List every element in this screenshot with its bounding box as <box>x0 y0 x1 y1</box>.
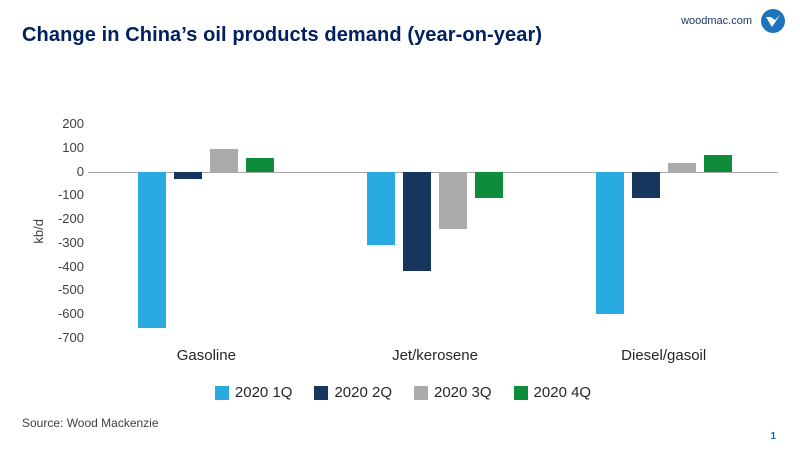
chart-axis-row: kb/d 200 100 0 -100 -200 -300 -400 -500 -600 -700 <box>28 116 778 345</box>
y-tick-label: -600 <box>57 306 84 322</box>
verisk-circle-logo-icon <box>760 8 786 34</box>
legend-item-2020-2q: 2020 2Q <box>314 384 392 401</box>
y-tick-label: 0 <box>76 163 84 179</box>
legend-swatch-2020-1q <box>214 385 229 400</box>
legend-swatch-2020-4q <box>513 385 528 400</box>
y-tick-label: 200 <box>62 116 84 131</box>
website-link[interactable]: woodmac.com <box>681 15 752 27</box>
y-tick-label: -500 <box>57 282 84 298</box>
legend-swatch-2020-2q <box>314 385 329 400</box>
bar-jet-kerosene-2020-4q <box>475 171 503 198</box>
x-category-label-jet-kerosene: Jet/kerosene <box>392 347 478 364</box>
bar-chart: kb/d 200 100 0 -100 -200 -300 -400 -500 -600 -700… <box>28 116 778 401</box>
bar-diesel-gasoil-2020-3q <box>667 163 696 172</box>
y-axis-label-column: kb/d <box>28 124 48 338</box>
bar-jet-kerosene-2020-1q <box>367 171 395 246</box>
x-category-label-gasoline: Gasoline <box>176 347 236 364</box>
legend-item-2020-3q: 2020 3Q <box>414 384 492 401</box>
y-axis-ticks: 200 100 0 -100 -200 -300 -400 -500 -600 -700 <box>48 116 92 345</box>
legend-label: 2020 2Q <box>334 384 392 401</box>
bar-gasoline-2020-4q <box>246 158 275 172</box>
legend-label: 2020 4Q <box>533 384 592 401</box>
zero-axis-line <box>88 171 778 173</box>
bar-diesel-gasoil-2020-4q <box>703 154 732 172</box>
legend-item-2020-1q: 2020 1Q <box>214 384 293 401</box>
x-category-label-diesel-gasoil: Diesel/gasoil <box>621 347 707 364</box>
legend-swatch-2020-3q <box>414 385 428 400</box>
y-tick-label: -100 <box>57 187 84 203</box>
page-title: Change in China’s oil products demand (y… <box>22 24 543 46</box>
x-axis-categories: Gasoline Jet/kerosene Diesel/gasoil <box>92 347 778 364</box>
y-tick-label: -300 <box>57 234 84 250</box>
y-tick-label: -700 <box>57 330 84 345</box>
bar-gasoline-2020-2q <box>174 171 203 179</box>
bar-gasoline-2020-1q <box>138 171 167 329</box>
y-tick-label: -400 <box>57 258 84 274</box>
plot-area <box>88 124 778 338</box>
bar-diesel-gasoil-2020-1q <box>595 171 624 315</box>
y-tick-label: -200 <box>57 211 84 227</box>
legend-label: 2020 3Q <box>434 384 492 401</box>
bar-jet-kerosene-2020-2q <box>403 171 431 272</box>
bar-jet-kerosene-2020-3q <box>439 171 467 229</box>
brand-area: woodmac.com <box>681 8 786 34</box>
source-text: Source: Wood Mackenzie <box>22 416 159 430</box>
legend-item-2020-4q: 2020 4Q <box>513 384 592 401</box>
y-tick-label: 100 <box>62 139 84 155</box>
legend-label: 2020 1Q <box>234 384 293 401</box>
chart-legend: 2020 1Q 2020 2Q 2020 3Q 2020 4Q <box>28 384 778 401</box>
y-axis-label: kb/d <box>30 218 46 244</box>
bar-gasoline-2020-3q <box>210 148 239 172</box>
page-number: 1 <box>770 431 776 442</box>
bar-diesel-gasoil-2020-2q <box>631 171 660 198</box>
